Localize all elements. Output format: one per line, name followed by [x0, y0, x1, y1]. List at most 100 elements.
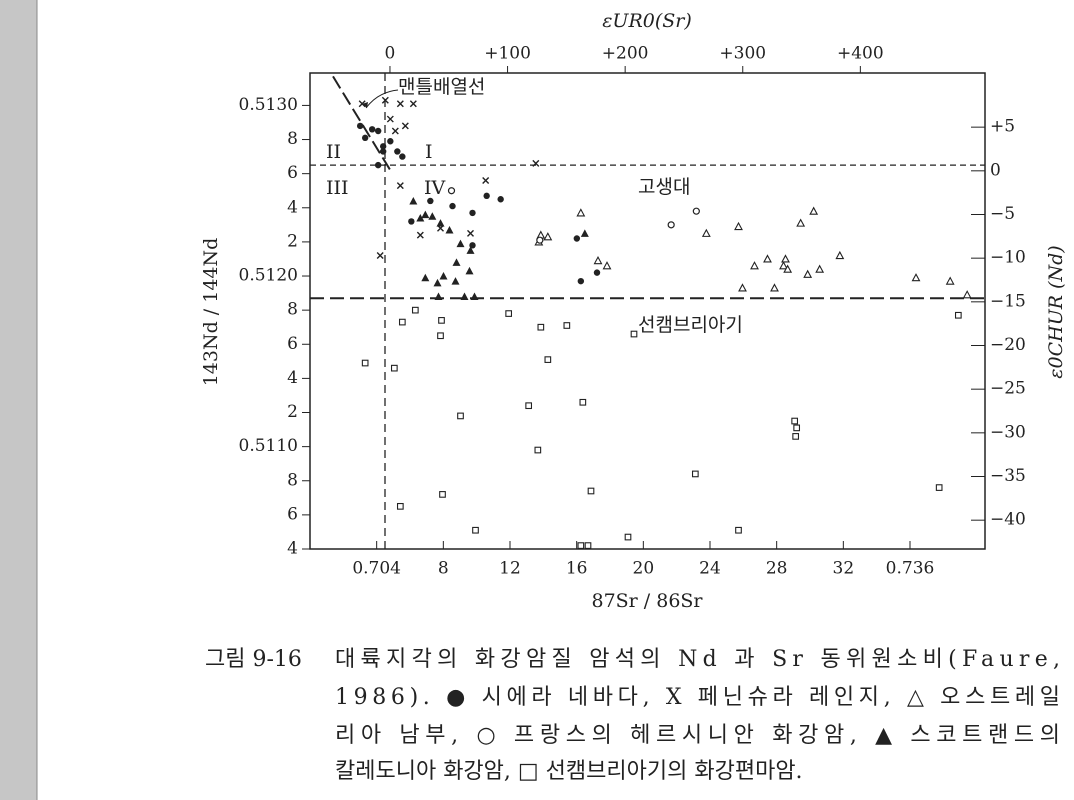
point [379, 143, 387, 150]
point [472, 526, 479, 534]
plot-frame [309, 72, 986, 550]
point [394, 148, 401, 155]
point [770, 283, 779, 292]
point [456, 239, 465, 248]
y-tick-label: 4 [287, 197, 298, 217]
point [793, 424, 801, 432]
point [593, 256, 603, 265]
point [427, 197, 434, 205]
y-tick-label: 8 [287, 129, 298, 149]
arrowhead [362, 102, 368, 108]
y-tick-label: 4 [287, 368, 298, 388]
point [945, 276, 955, 285]
y-tick-label: 8 [287, 470, 298, 490]
point [445, 225, 454, 234]
y2-tick-label: +5 [990, 117, 1015, 137]
point [436, 219, 445, 227]
point [451, 277, 460, 285]
point [452, 258, 461, 266]
point [543, 232, 553, 241]
point [692, 207, 700, 215]
point [416, 214, 425, 222]
point [781, 254, 790, 263]
point [386, 115, 394, 123]
y-axis-label: 143Nd / 144Nd [200, 238, 222, 387]
point [525, 402, 533, 410]
y-tick-label: 6 [287, 504, 298, 524]
y-tick-label: 6 [287, 163, 298, 183]
y-tick-label: 0.5120 [239, 266, 298, 286]
caption-line: 대륙지각의 화강암질 암석의 Nd 과 Sr 동위원소비(Faure, [335, 647, 1060, 672]
point [460, 292, 469, 300]
caption-label: 그림 9-16 [205, 647, 302, 672]
point [911, 273, 921, 282]
y2-tick-label: −10 [990, 248, 1026, 268]
point [763, 254, 772, 263]
point [396, 182, 404, 190]
point [738, 283, 747, 292]
caption-line: 1986). ● 시에라 네바다, X 페닌슈라 레인지, △ 오스트레일 [335, 685, 1060, 710]
point [624, 533, 632, 541]
point [577, 542, 585, 549]
x-tick-label: 32 [833, 559, 855, 579]
x-tick-label: 24 [699, 559, 721, 579]
point [587, 487, 595, 495]
y-tick-label: 0.5110 [239, 436, 298, 456]
x2-tick-label: +300 [719, 44, 766, 64]
point [396, 502, 404, 510]
y-tick-label: 4 [287, 539, 298, 559]
point [482, 176, 490, 184]
point [439, 272, 448, 280]
point [630, 330, 638, 338]
y2-tick-label: −25 [990, 379, 1026, 399]
point [465, 266, 474, 275]
point [361, 134, 369, 142]
point [783, 264, 793, 273]
point [962, 290, 972, 299]
point [361, 359, 369, 367]
point [483, 192, 490, 200]
point [376, 252, 384, 260]
point [381, 96, 389, 104]
point [579, 398, 587, 406]
point [779, 261, 788, 270]
point [457, 412, 464, 420]
annotation: III [326, 177, 349, 199]
point [438, 317, 445, 324]
point [466, 246, 475, 254]
point [537, 323, 545, 331]
point [532, 159, 540, 167]
point [399, 153, 406, 160]
annotation: 선캠브리아기 [638, 314, 743, 336]
x-tick-label: 0.704 [352, 559, 401, 579]
point [408, 218, 415, 225]
point [390, 364, 398, 372]
point [803, 269, 813, 278]
point [505, 310, 513, 317]
point [379, 148, 387, 155]
point [469, 209, 476, 217]
point [470, 292, 479, 300]
caption-line: 칼레도니아 화강암, □ 선캠브리아기의 화강편마암. [335, 759, 803, 784]
point [701, 228, 711, 237]
point [573, 235, 581, 242]
x2-tick-label: +200 [602, 44, 649, 64]
point [421, 273, 430, 282]
point [750, 261, 759, 270]
point [734, 221, 743, 231]
point [835, 250, 845, 260]
y-tick-label: 8 [287, 300, 298, 320]
point [398, 318, 406, 326]
y2-tick-label: −5 [990, 204, 1015, 224]
x-tick-label: 12 [499, 559, 521, 579]
point [409, 196, 418, 205]
point [735, 526, 742, 534]
point [809, 206, 819, 215]
point [935, 484, 943, 491]
x2-tick-label: +100 [484, 44, 531, 64]
point [469, 242, 476, 249]
point [667, 221, 675, 229]
y-tick-label: 2 [287, 231, 298, 251]
side-bar [0, 0, 37, 800]
